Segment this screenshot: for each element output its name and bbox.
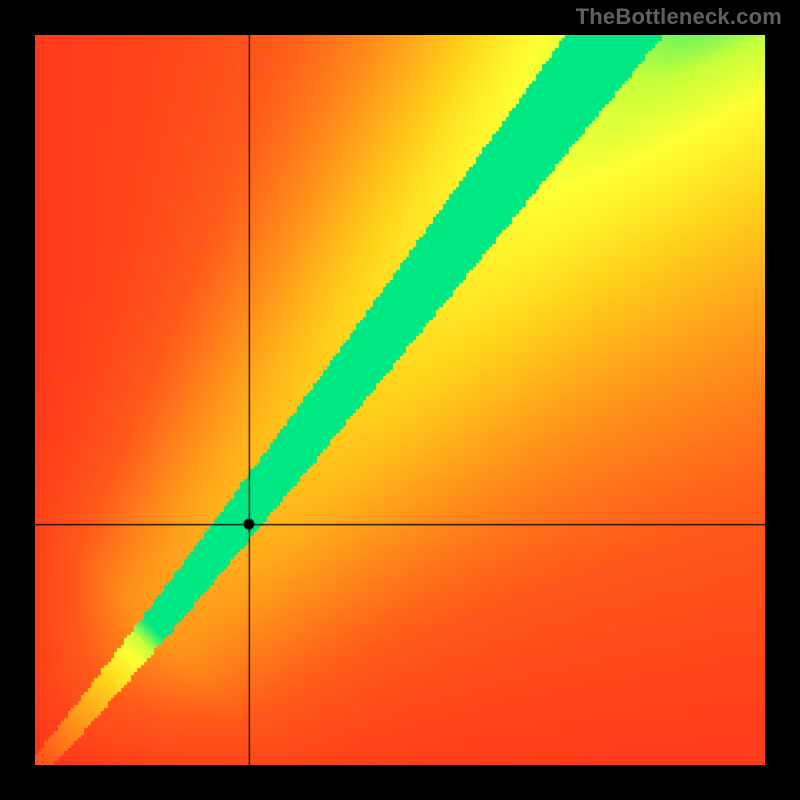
heatmap-plot	[35, 35, 765, 765]
heatmap-canvas	[35, 35, 765, 765]
watermark-label: TheBottleneck.com	[576, 4, 782, 30]
